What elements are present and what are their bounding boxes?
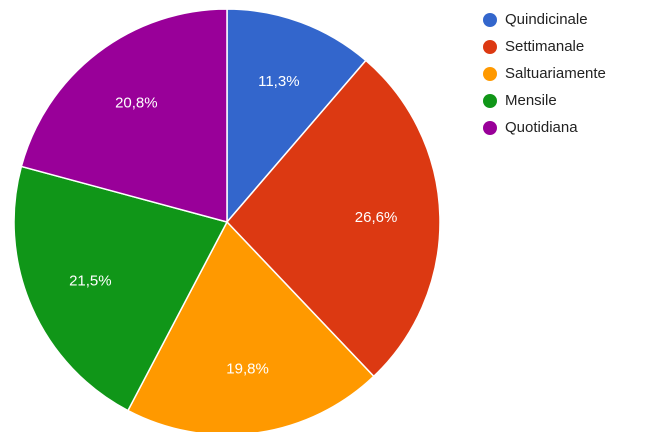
pie-slice xyxy=(226,8,367,225)
pie-slice xyxy=(126,220,375,432)
legend-label: Mensile xyxy=(505,92,557,109)
legend-marker xyxy=(483,40,497,54)
slice-label: 11,3% xyxy=(258,73,299,90)
slice-label: 26,6% xyxy=(355,209,398,226)
legend-label: Saltuariamente xyxy=(505,65,606,82)
legend-label: Quotidiana xyxy=(505,119,578,136)
pie-slice xyxy=(20,8,228,223)
legend-marker xyxy=(483,94,497,108)
pie-slice xyxy=(225,59,441,378)
legend-marker xyxy=(483,121,497,135)
slice-label: 21,5% xyxy=(69,273,112,290)
slice-label: 20,8% xyxy=(115,95,158,112)
legend-marker xyxy=(483,13,497,27)
legend-marker xyxy=(483,67,497,81)
slice-label: 19,8% xyxy=(226,361,269,378)
pie-slice xyxy=(13,165,229,412)
legend-label: Settimanale xyxy=(505,38,584,55)
legend-label: Quindicinale xyxy=(505,11,588,28)
